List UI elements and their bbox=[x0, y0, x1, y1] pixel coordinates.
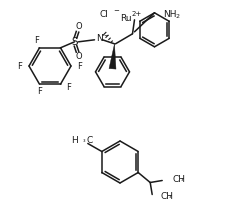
Polygon shape bbox=[109, 44, 116, 69]
Text: F: F bbox=[37, 87, 42, 96]
Text: −: − bbox=[104, 32, 109, 37]
Text: H: H bbox=[71, 136, 78, 145]
Text: Cl: Cl bbox=[99, 9, 108, 19]
Text: O: O bbox=[75, 22, 82, 31]
Text: Ru: Ru bbox=[120, 13, 132, 22]
Text: CH: CH bbox=[160, 192, 173, 201]
Text: −: − bbox=[113, 8, 119, 14]
Text: ₃: ₃ bbox=[83, 138, 85, 142]
Text: F: F bbox=[66, 83, 71, 92]
Text: 2+: 2+ bbox=[132, 11, 142, 17]
Text: F: F bbox=[78, 62, 82, 71]
Text: ₃: ₃ bbox=[168, 194, 171, 198]
Text: ₃: ₃ bbox=[180, 177, 183, 181]
Text: C: C bbox=[87, 136, 93, 145]
Text: 2: 2 bbox=[175, 13, 179, 19]
Text: S: S bbox=[71, 37, 78, 47]
Text: NH: NH bbox=[163, 9, 177, 19]
Text: F: F bbox=[34, 36, 39, 45]
Text: CH: CH bbox=[172, 175, 185, 184]
Text: N: N bbox=[96, 34, 103, 43]
Text: F: F bbox=[18, 62, 22, 71]
Text: O: O bbox=[75, 52, 82, 61]
